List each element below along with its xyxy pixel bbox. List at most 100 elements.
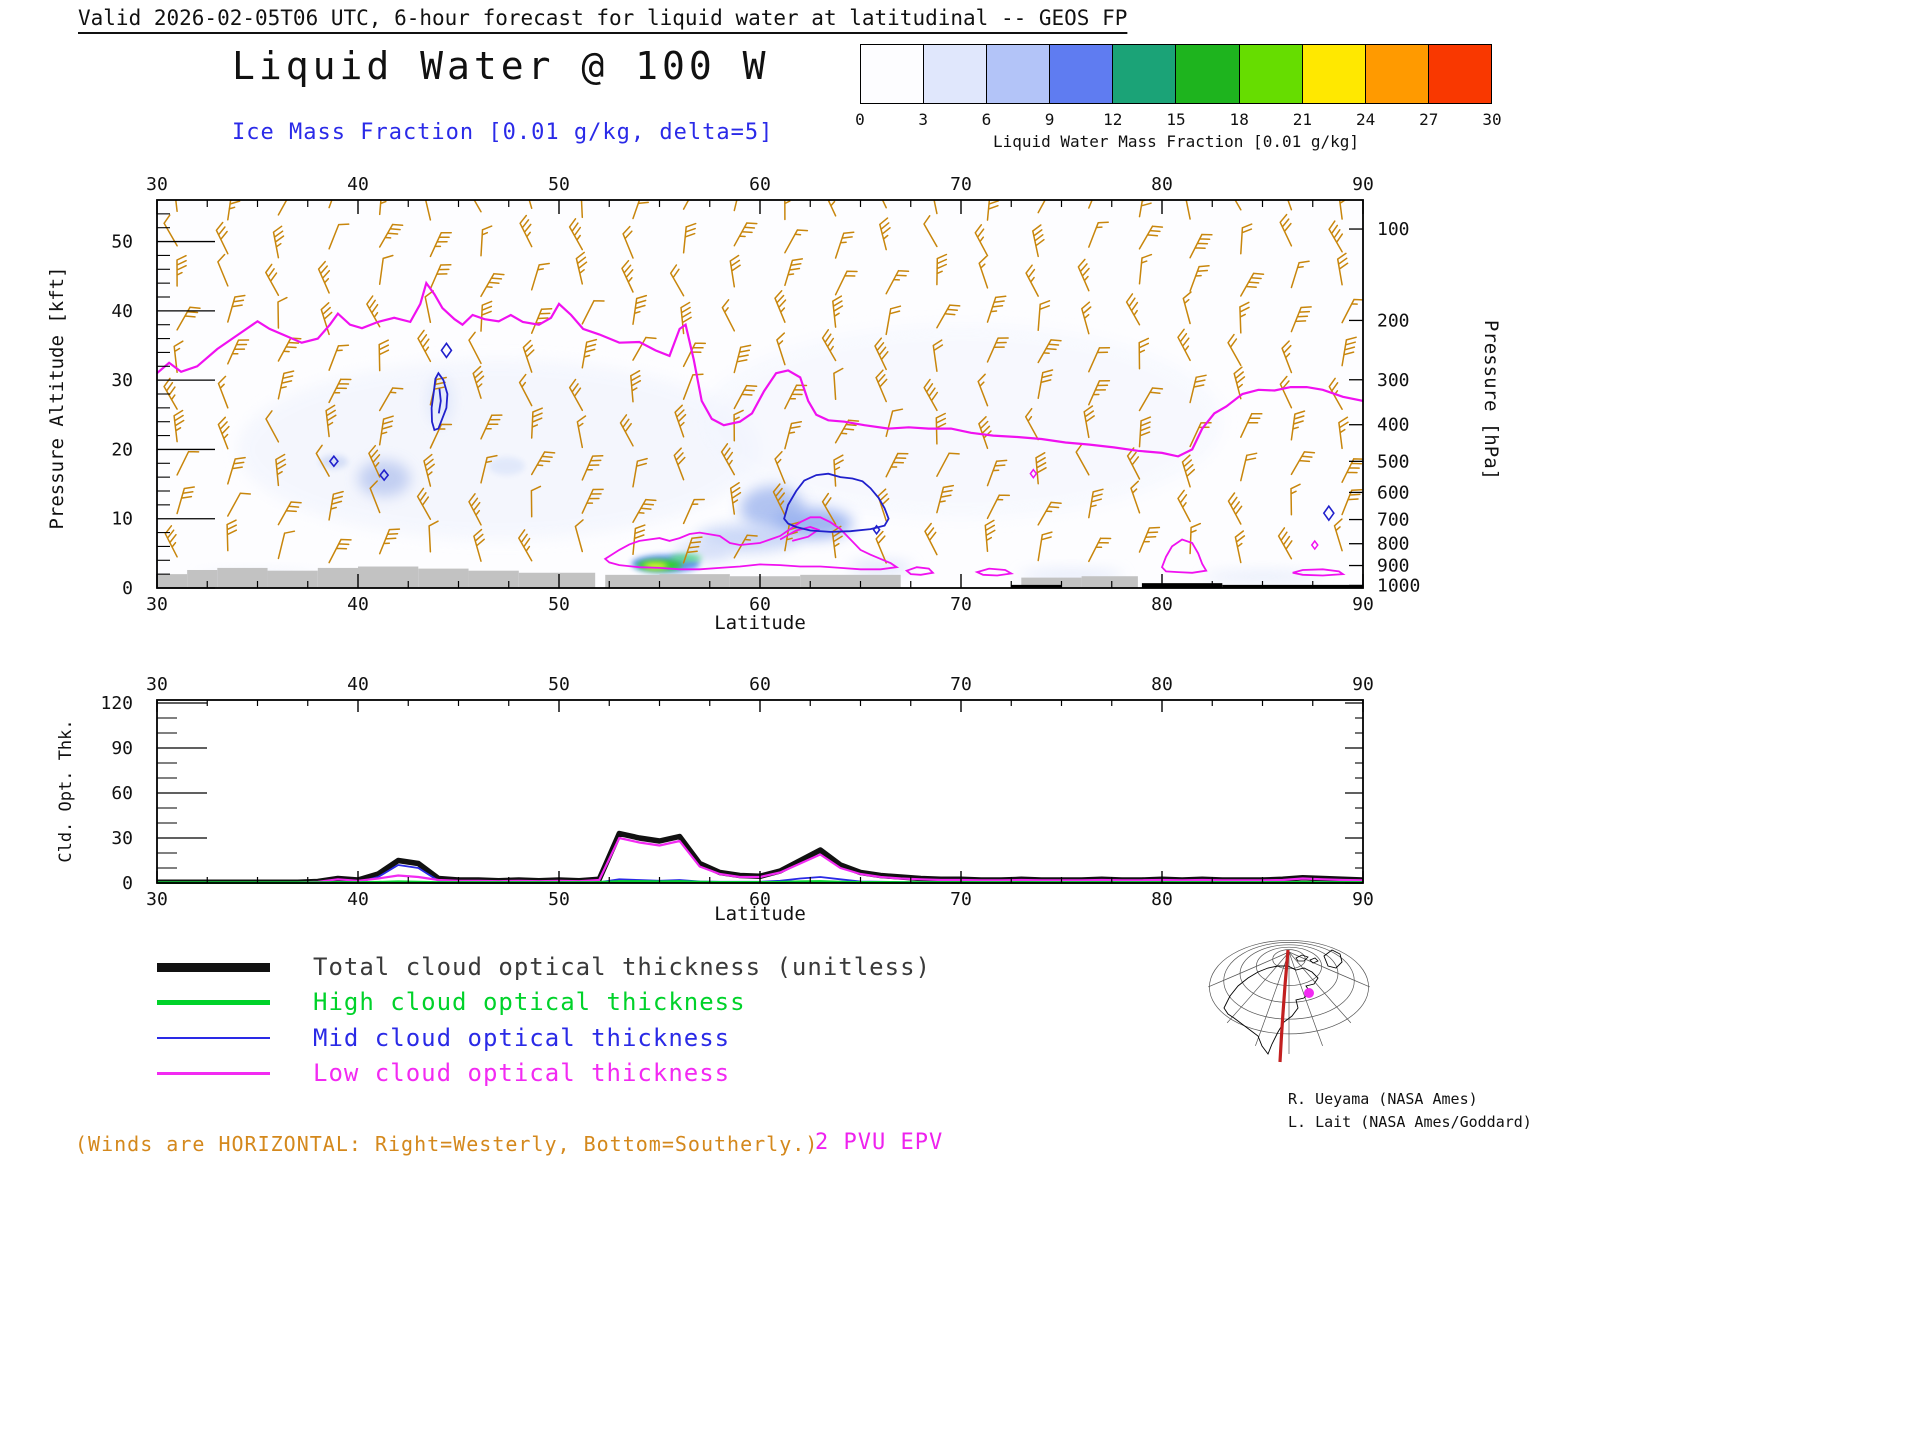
page-title: Liquid Water @ 100 W xyxy=(232,44,770,88)
lower-ylabel: Cld. Opt. Thk. xyxy=(56,719,76,863)
svg-text:60: 60 xyxy=(111,783,133,804)
epv-2pvu-contour xyxy=(157,280,1363,458)
lower-xlabel: Latitude xyxy=(714,903,806,925)
colorbar-tick: 6 xyxy=(981,110,992,129)
svg-text:800: 800 xyxy=(1377,534,1410,555)
svg-text:0: 0 xyxy=(122,578,133,599)
legend-label-high: High cloud optical thickness xyxy=(313,988,746,1016)
svg-text:50: 50 xyxy=(111,232,133,253)
svg-text:40: 40 xyxy=(347,594,369,615)
svg-text:90: 90 xyxy=(1352,174,1374,195)
legend-line-low xyxy=(157,1071,270,1075)
ice-mass-subtitle: Ice Mass Fraction [0.01 g/kg, delta=5] xyxy=(232,120,774,145)
svg-text:20: 20 xyxy=(111,439,133,460)
colorbar-tick: 3 xyxy=(918,110,929,129)
map-inset xyxy=(1208,939,1370,1063)
svg-text:50: 50 xyxy=(548,174,570,195)
legend-row-mid: Mid cloud optical thickness xyxy=(157,1023,730,1053)
colorbar-tick: 12 xyxy=(1103,110,1123,129)
legend-row-total: Total cloud optical thickness (unitless) xyxy=(157,952,931,982)
svg-text:80: 80 xyxy=(1151,594,1173,615)
main-axes: 3030404050506060707080809090010203040501… xyxy=(111,174,1420,615)
svg-text:30: 30 xyxy=(146,674,168,695)
colorbar-segment xyxy=(861,45,924,103)
svg-text:70: 70 xyxy=(950,594,972,615)
colorbar-segment xyxy=(986,45,1050,103)
colorbar-tick: 27 xyxy=(1419,110,1439,129)
legend-line-high xyxy=(157,999,270,1005)
svg-text:30: 30 xyxy=(111,370,133,391)
legend-row-high: High cloud optical thickness xyxy=(157,987,746,1017)
svg-text:90: 90 xyxy=(1352,594,1374,615)
svg-text:90: 90 xyxy=(111,738,133,759)
colorbar-tick: 18 xyxy=(1229,110,1249,129)
main-ylabel-right: Pressure [hPa] xyxy=(1480,319,1502,481)
colorbar-tick: 0 xyxy=(855,110,865,129)
svg-text:300: 300 xyxy=(1377,370,1410,391)
cross-section-track xyxy=(1278,949,1290,1063)
location-dot xyxy=(1304,988,1314,998)
colorbar-tick: 24 xyxy=(1355,110,1376,129)
svg-text:700: 700 xyxy=(1377,510,1410,531)
svg-text:60: 60 xyxy=(749,594,771,615)
svg-text:40: 40 xyxy=(347,674,369,695)
colorbar-tick: 21 xyxy=(1292,110,1313,129)
svg-text:60: 60 xyxy=(749,674,771,695)
colorbar-gradient xyxy=(860,44,1492,104)
colorbar-tick-labels: 0 3 6 9 12 15 18 21 24 27 30 xyxy=(855,104,1501,129)
colorbar: 0 3 6 9 12 15 18 21 24 27 30 Liquid Water Mass Fra… xyxy=(855,44,1502,151)
legend-line-total xyxy=(157,962,270,972)
svg-text:70: 70 xyxy=(950,889,972,910)
svg-text:10: 10 xyxy=(111,509,133,530)
svg-text:200: 200 xyxy=(1377,310,1410,331)
lower-axes: 30 30 40 40 50 50 60 60 70 70 80 80 90 90 0 30 60 90 120 xyxy=(100,674,1373,910)
svg-text:50: 50 xyxy=(548,889,570,910)
colorbar-segment xyxy=(1427,45,1491,103)
colorbar-segment xyxy=(1049,45,1113,103)
coastline xyxy=(1223,965,1319,1055)
colorbar-tick: 9 xyxy=(1044,110,1055,129)
legend-row-low: Low cloud optical thickness xyxy=(157,1058,730,1088)
colorbar-segment xyxy=(1175,45,1239,103)
svg-text:100: 100 xyxy=(1377,219,1410,240)
greenland-outline xyxy=(1323,949,1343,969)
svg-text:50: 50 xyxy=(548,674,570,695)
svg-text:50: 50 xyxy=(548,594,570,615)
svg-text:70: 70 xyxy=(950,674,972,695)
svg-text:80: 80 xyxy=(1151,889,1173,910)
colorbar-segment xyxy=(1238,45,1302,103)
svg-text:40: 40 xyxy=(347,174,369,195)
cloud-shading-layer xyxy=(157,200,1363,588)
contours-layer xyxy=(157,280,1363,577)
svg-text:90: 90 xyxy=(1352,674,1374,695)
svg-text:60: 60 xyxy=(749,174,771,195)
valid-line: Valid 2026-02-05T06 UTC, 6-hour forecast… xyxy=(78,6,1128,30)
svg-text:30: 30 xyxy=(111,828,133,849)
colorbar-segment xyxy=(1112,45,1176,103)
legend-label-low: Low cloud optical thickness xyxy=(313,1059,731,1087)
svg-text:90: 90 xyxy=(1352,889,1374,910)
svg-text:1000: 1000 xyxy=(1377,575,1420,596)
svg-text:120: 120 xyxy=(100,693,133,714)
colorbar-label: Liquid Water Mass Fraction [0.01 g/kg] xyxy=(992,132,1360,151)
svg-text:500: 500 xyxy=(1377,451,1410,472)
svg-text:30: 30 xyxy=(146,889,168,910)
svg-text:40: 40 xyxy=(347,889,369,910)
svg-text:80: 80 xyxy=(1151,174,1173,195)
svg-text:70: 70 xyxy=(950,174,972,195)
main-xlabel: Latitude xyxy=(714,612,806,634)
svg-text:80: 80 xyxy=(1151,674,1173,695)
colorbar-segment xyxy=(1364,45,1428,103)
svg-text:0: 0 xyxy=(122,873,133,894)
svg-text:30: 30 xyxy=(146,174,168,195)
svg-text:400: 400 xyxy=(1377,415,1410,436)
winds-note: (Winds are HORIZONTAL: Right=Westerly, B… xyxy=(75,1132,819,1156)
legend-label-total: Total cloud optical thickness (unitless) xyxy=(313,953,931,981)
epv-note: 2 PVU EPV xyxy=(815,1130,944,1155)
colorbar-tick: 15 xyxy=(1166,110,1186,129)
credit-ueyama: R. Ueyama (NASA Ames) xyxy=(1288,1090,1478,1108)
legend-line-mid xyxy=(157,1037,270,1039)
svg-text:600: 600 xyxy=(1377,482,1410,503)
